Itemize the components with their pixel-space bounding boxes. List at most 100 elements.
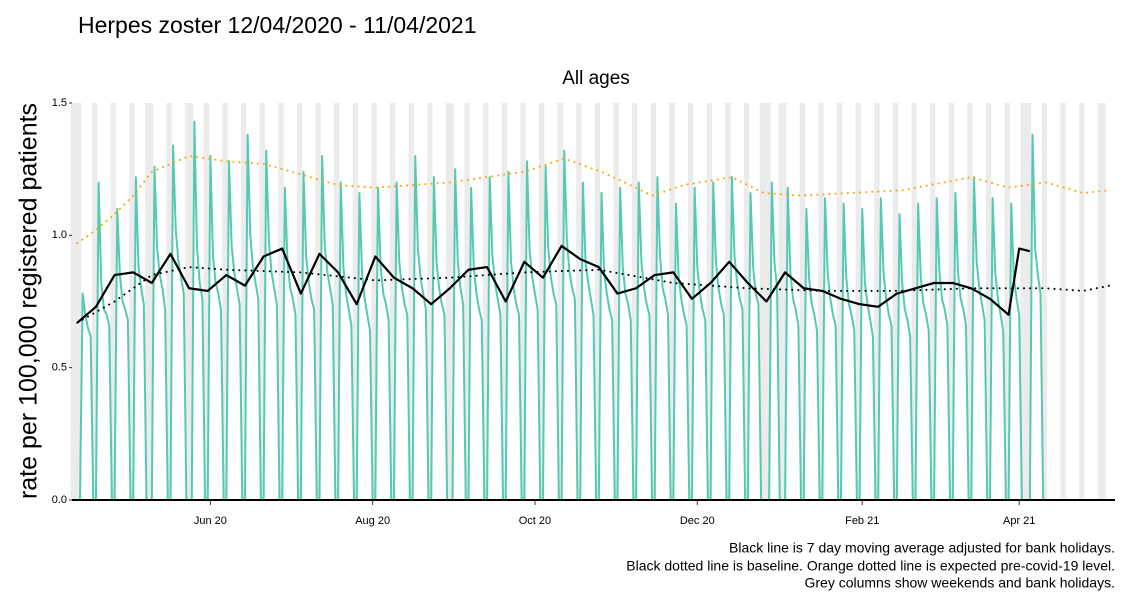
shaded-day (743, 103, 747, 500)
shaded-day (206, 103, 210, 500)
shaded-day (150, 103, 154, 500)
shaded-day (1081, 103, 1085, 500)
series-line (76, 266, 1111, 324)
chart-subtitle: All ages (562, 68, 630, 89)
shaded-day (243, 103, 247, 500)
shaded-day (1028, 103, 1032, 500)
shaded-day (799, 103, 803, 500)
shaded-day (131, 103, 135, 500)
shaded-day (597, 103, 601, 500)
shaded-day (1007, 103, 1010, 500)
shaded-day (240, 103, 244, 500)
shaded-day (616, 103, 619, 500)
shaded-day (650, 103, 654, 500)
shaded-day (1020, 103, 1024, 500)
shaded-day (129, 103, 132, 500)
shaded-day (541, 103, 545, 500)
shaded-day (1025, 103, 1029, 500)
shaded-day (166, 103, 170, 500)
shaded-day (334, 103, 337, 500)
shaded-day (911, 103, 915, 500)
shaded-day (278, 103, 281, 500)
shaded-day (315, 103, 319, 500)
x-tick-label: Apr 21 (1003, 515, 1035, 527)
y-tick-label: 0.0 (52, 494, 67, 506)
y-axis-label: rate per 100,000 registered patients (15, 103, 43, 499)
shaded-day (411, 103, 414, 500)
shaded-day (560, 103, 563, 500)
shaded-day (429, 103, 433, 500)
shaded-day (778, 103, 782, 500)
x-tick-label: Jun 20 (194, 515, 227, 527)
shaded-day (576, 103, 579, 500)
shaded-day (408, 103, 412, 500)
shaded-day (373, 103, 377, 500)
shaded-day (634, 103, 638, 500)
shaded-day (448, 103, 452, 500)
shaded-day (392, 103, 396, 500)
shaded-day (746, 103, 750, 500)
shaded-day (767, 103, 771, 500)
shaded-day (948, 103, 952, 500)
shaded-day (110, 103, 114, 500)
shaded-day (70, 103, 74, 500)
shaded-day (78, 103, 82, 500)
shaded-day (858, 103, 861, 500)
shaded-day (522, 103, 526, 500)
shaded-day (781, 103, 784, 500)
shaded-day (613, 103, 617, 500)
shaded-day (671, 103, 675, 500)
series-line (76, 154, 1111, 245)
shaded-day (280, 103, 284, 500)
shaded-day (1063, 103, 1066, 500)
shaded-day (1100, 103, 1104, 500)
shaded-day (501, 103, 505, 500)
shaded-day (930, 103, 933, 500)
shaded-day (336, 103, 340, 500)
shaded-day (464, 103, 468, 500)
shaded-day (578, 103, 582, 500)
caption: Black line is 7 day moving average adjus… (729, 540, 1115, 556)
series-line (76, 244, 1031, 324)
shaded-day (520, 103, 523, 500)
shaded-day (836, 103, 840, 500)
shaded-day (951, 103, 955, 500)
shaded-day (187, 103, 191, 500)
shaded-day (725, 103, 728, 500)
shaded-day (892, 103, 896, 500)
shaded-day (855, 103, 859, 500)
shaded-day (483, 103, 486, 500)
shaded-day (190, 103, 194, 500)
shaded-day (296, 103, 300, 500)
shaded-day (632, 103, 635, 500)
shaded-day (224, 103, 228, 500)
shaded-day (783, 103, 787, 500)
shaded-day (762, 103, 766, 500)
shaded-day (709, 103, 712, 500)
shaded-day (94, 103, 98, 500)
shaded-day (299, 103, 303, 500)
x-tick-label: Dec 20 (680, 515, 715, 527)
shaded-day (185, 103, 188, 500)
shaded-day (445, 103, 449, 500)
shaded-day (876, 103, 880, 500)
shaded-day (75, 103, 79, 500)
x-tick-label: Feb 21 (845, 515, 879, 527)
shaded-day (1023, 103, 1026, 500)
y-tick-label: 1.5 (52, 97, 67, 109)
shaded-day (914, 103, 917, 500)
shaded-day (145, 103, 148, 500)
shaded-day (1004, 103, 1008, 500)
shaded-day (203, 103, 207, 500)
y-tick-label: 0.5 (52, 362, 67, 374)
shaded-day (969, 103, 973, 500)
shaded-day (389, 103, 393, 500)
shaded-day (451, 103, 454, 500)
caption: Black dotted line is baseline. Orange do… (626, 558, 1115, 574)
shaded-day (802, 103, 806, 500)
shaded-day (932, 103, 936, 500)
shaded-day (759, 103, 763, 500)
shaded-day (874, 103, 877, 500)
shaded-day (259, 103, 263, 500)
shaded-day (727, 103, 731, 500)
